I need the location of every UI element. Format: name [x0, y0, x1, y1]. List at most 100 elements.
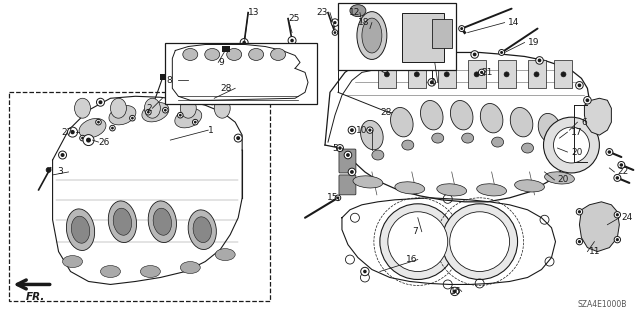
Ellipse shape: [183, 48, 198, 60]
Circle shape: [618, 161, 625, 168]
Circle shape: [179, 114, 182, 116]
Circle shape: [616, 238, 619, 241]
Text: 10: 10: [356, 126, 368, 135]
Circle shape: [606, 149, 613, 156]
Circle shape: [473, 53, 477, 56]
Circle shape: [383, 67, 387, 70]
Text: 14: 14: [508, 18, 519, 27]
Circle shape: [586, 98, 589, 102]
Circle shape: [406, 52, 413, 59]
Circle shape: [209, 98, 216, 105]
Circle shape: [386, 34, 390, 37]
Text: 20: 20: [557, 175, 569, 184]
Text: 16: 16: [406, 255, 418, 264]
Ellipse shape: [249, 48, 264, 60]
Ellipse shape: [71, 216, 90, 243]
Circle shape: [499, 49, 504, 56]
Text: 7: 7: [412, 227, 418, 236]
Circle shape: [479, 69, 485, 76]
Circle shape: [480, 71, 483, 74]
Circle shape: [364, 21, 372, 30]
Circle shape: [384, 46, 387, 50]
Ellipse shape: [515, 180, 545, 192]
Circle shape: [614, 174, 621, 182]
Ellipse shape: [180, 262, 200, 273]
Circle shape: [576, 239, 582, 245]
Circle shape: [254, 52, 259, 57]
Ellipse shape: [79, 118, 106, 138]
Circle shape: [193, 119, 198, 125]
Ellipse shape: [271, 48, 285, 60]
Circle shape: [211, 100, 214, 103]
Bar: [408, 60, 426, 88]
Circle shape: [577, 84, 581, 87]
Circle shape: [83, 135, 94, 145]
Text: 24: 24: [621, 213, 632, 222]
Circle shape: [333, 21, 337, 24]
Bar: [165, 42, 317, 104]
Ellipse shape: [193, 217, 211, 242]
Ellipse shape: [100, 265, 120, 278]
Text: 26: 26: [99, 137, 110, 146]
Ellipse shape: [205, 48, 220, 60]
Circle shape: [232, 52, 236, 57]
Circle shape: [575, 82, 583, 89]
Circle shape: [451, 287, 459, 296]
Circle shape: [500, 51, 503, 54]
Ellipse shape: [492, 137, 504, 147]
Circle shape: [356, 21, 360, 25]
Ellipse shape: [180, 98, 196, 118]
Circle shape: [70, 130, 75, 134]
Ellipse shape: [63, 256, 83, 268]
Ellipse shape: [108, 201, 136, 242]
Circle shape: [504, 72, 509, 77]
Circle shape: [61, 153, 65, 157]
Circle shape: [543, 117, 600, 173]
Ellipse shape: [436, 184, 467, 196]
Circle shape: [178, 78, 183, 83]
Circle shape: [350, 128, 354, 132]
Ellipse shape: [522, 143, 534, 153]
Circle shape: [131, 117, 134, 120]
Text: 11: 11: [589, 247, 601, 256]
Text: 28: 28: [380, 108, 392, 117]
Circle shape: [370, 9, 374, 12]
Circle shape: [378, 55, 381, 59]
Text: 18: 18: [358, 18, 370, 27]
Circle shape: [188, 52, 193, 57]
Circle shape: [348, 126, 356, 134]
Circle shape: [362, 12, 365, 16]
Bar: [498, 60, 516, 88]
Circle shape: [179, 96, 182, 100]
Text: 20: 20: [572, 147, 583, 157]
FancyBboxPatch shape: [339, 149, 356, 173]
Ellipse shape: [215, 249, 235, 261]
Circle shape: [471, 51, 479, 58]
Circle shape: [561, 72, 566, 77]
Circle shape: [145, 109, 151, 115]
Circle shape: [388, 212, 448, 271]
Ellipse shape: [362, 18, 382, 53]
Circle shape: [81, 137, 84, 139]
Circle shape: [332, 30, 338, 35]
Circle shape: [276, 52, 280, 57]
Circle shape: [86, 137, 91, 143]
Circle shape: [474, 72, 479, 77]
Circle shape: [361, 267, 369, 276]
Ellipse shape: [153, 208, 172, 235]
Circle shape: [378, 12, 381, 16]
Circle shape: [616, 176, 619, 180]
Bar: [161, 74, 166, 80]
Bar: [438, 60, 456, 88]
Circle shape: [331, 19, 339, 26]
Ellipse shape: [145, 98, 161, 118]
Text: 4: 4: [430, 78, 435, 87]
Ellipse shape: [538, 114, 561, 143]
Circle shape: [616, 213, 619, 216]
Ellipse shape: [113, 208, 132, 235]
Circle shape: [578, 210, 581, 213]
Circle shape: [584, 96, 591, 104]
Ellipse shape: [390, 108, 413, 137]
Text: 1: 1: [208, 126, 214, 135]
Text: 12: 12: [349, 8, 360, 17]
